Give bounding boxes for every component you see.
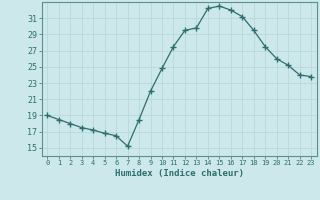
X-axis label: Humidex (Indice chaleur): Humidex (Indice chaleur) <box>115 169 244 178</box>
